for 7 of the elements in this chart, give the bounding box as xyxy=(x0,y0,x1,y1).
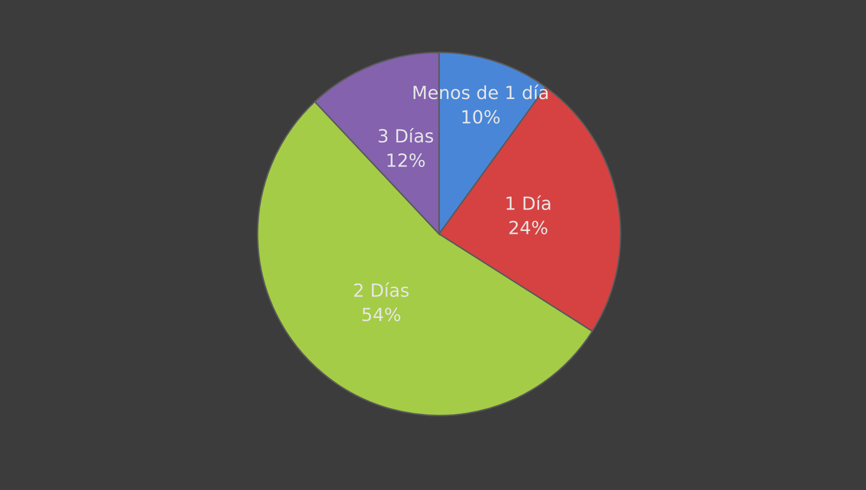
data-label: 54% xyxy=(362,308,400,322)
data-label: 12% xyxy=(388,153,425,167)
data-label: 10% xyxy=(462,110,500,124)
slice-label: 3 Días xyxy=(378,128,434,143)
data-label: 24% xyxy=(509,220,548,234)
slice-label: 1 Día xyxy=(506,195,550,210)
slice-label: 2 Días xyxy=(354,282,409,297)
